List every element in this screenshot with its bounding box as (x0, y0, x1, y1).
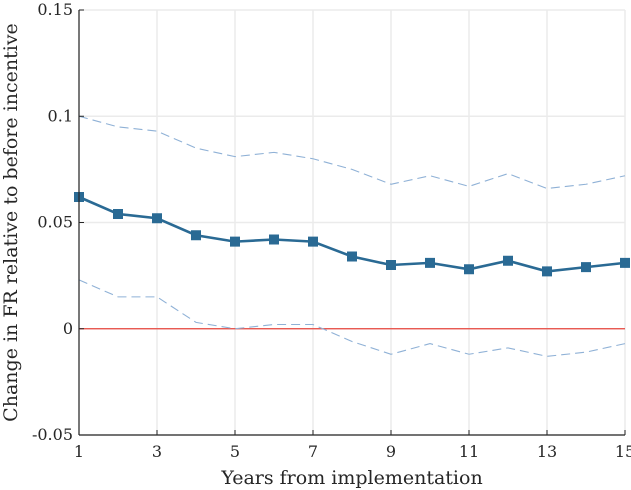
estimate-marker-15 (620, 257, 630, 268)
estimate-marker-10 (425, 257, 435, 268)
estimate-marker-4 (191, 230, 201, 241)
estimate-marker-8 (347, 251, 357, 262)
x-tick-label-5: 5 (230, 442, 240, 461)
y-tick-label-0: 0 (63, 319, 73, 338)
y-tick-label-0.05: 0.05 (37, 213, 73, 232)
estimate-marker-14 (581, 262, 591, 273)
x-tick-label-7: 7 (308, 442, 318, 461)
y-tick-label--0.05: -0.05 (32, 425, 73, 444)
x-tick-label-9: 9 (386, 442, 396, 461)
estimate-marker-5 (230, 236, 240, 247)
upper-bound-line (78, 115, 626, 190)
estimate-marker-7 (308, 236, 318, 247)
estimate-marker-9 (386, 260, 396, 270)
x-tick-label-15: 15 (615, 442, 631, 461)
x-tick-label-13: 13 (537, 442, 557, 461)
x-axis-label: Years from implementation (220, 467, 482, 489)
estimate-marker-12 (503, 255, 513, 266)
series-group (74, 115, 630, 357)
estimate-marker-2 (113, 209, 123, 219)
y-tick-label-0.15: 0.15 (37, 0, 73, 19)
y-tick-label-0.1: 0.1 (48, 106, 73, 125)
estimate-marker-11 (464, 264, 474, 275)
x-tick-label-1: 1 (74, 442, 84, 461)
estimate-marker-3 (152, 213, 162, 224)
y-axis-label: Change in FR relative to before incentiv… (0, 23, 22, 422)
estimate-marker-13 (542, 266, 552, 277)
estimate-marker-6 (269, 234, 279, 245)
x-tick-label-11: 11 (459, 442, 479, 461)
lower-bound-line (78, 279, 626, 357)
x-tick-label-3: 3 (152, 442, 162, 461)
